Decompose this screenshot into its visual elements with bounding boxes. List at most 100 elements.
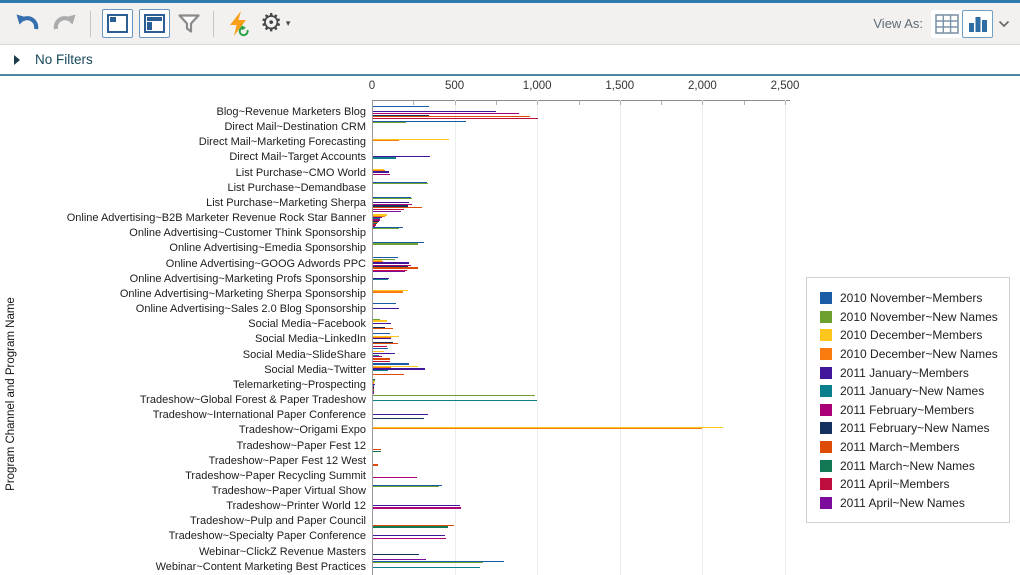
bar[interactable] — [373, 114, 430, 116]
legend-item[interactable]: 2010 November~New Names — [820, 308, 1005, 327]
bar[interactable] — [373, 535, 445, 537]
bar[interactable] — [373, 360, 390, 363]
bar[interactable] — [373, 350, 384, 352]
bar[interactable] — [373, 261, 383, 263]
legend-item[interactable]: 2010 November~Members — [820, 289, 1005, 308]
bar[interactable] — [373, 389, 374, 392]
bar[interactable] — [373, 525, 454, 527]
legend-item[interactable]: 2010 December~Members — [820, 326, 1005, 345]
bar[interactable] — [373, 267, 418, 269]
lightning-refresh-icon[interactable] — [226, 10, 252, 37]
bar[interactable] — [373, 326, 386, 328]
bar[interactable] — [373, 417, 425, 419]
bar[interactable] — [373, 209, 405, 211]
bar[interactable] — [373, 181, 427, 183]
bar[interactable] — [373, 259, 383, 261]
bar[interactable] — [373, 214, 388, 216]
bar[interactable] — [373, 115, 530, 117]
bar[interactable] — [373, 554, 420, 556]
bar[interactable] — [373, 122, 407, 124]
bar[interactable] — [373, 105, 430, 107]
bar[interactable] — [373, 355, 383, 357]
bar[interactable] — [373, 319, 381, 321]
undo-icon[interactable] — [14, 11, 42, 37]
bar[interactable] — [373, 383, 375, 385]
bar[interactable] — [373, 559, 426, 561]
bar[interactable] — [373, 381, 375, 383]
bar[interactable] — [373, 343, 398, 345]
legend-item[interactable]: 2011 February~Members — [820, 401, 1005, 420]
bar[interactable] — [373, 328, 393, 330]
bar[interactable] — [373, 291, 403, 293]
bar[interactable] — [373, 223, 378, 225]
bar[interactable] — [373, 168, 384, 171]
bar[interactable] — [373, 335, 400, 337]
bar[interactable] — [373, 369, 388, 371]
bar[interactable] — [373, 391, 374, 393]
bar[interactable] — [373, 157, 397, 159]
bar[interactable] — [373, 201, 410, 203]
bar[interactable] — [373, 382, 375, 384]
bar[interactable] — [373, 302, 397, 304]
bar[interactable] — [373, 278, 388, 280]
bar[interactable] — [373, 368, 426, 370]
bar[interactable] — [373, 367, 392, 369]
bar[interactable] — [373, 507, 462, 509]
bar[interactable] — [373, 170, 385, 172]
bar[interactable] — [373, 378, 376, 380]
bar[interactable] — [373, 262, 410, 264]
legend-item[interactable]: 2011 March~New Names — [820, 456, 1005, 475]
bar[interactable] — [373, 373, 404, 375]
bar[interactable] — [373, 526, 449, 528]
bar[interactable] — [373, 266, 408, 268]
bar[interactable] — [373, 450, 381, 452]
bar[interactable] — [373, 113, 520, 115]
bar[interactable] — [373, 243, 418, 245]
bar[interactable] — [373, 537, 446, 539]
bar[interactable] — [373, 182, 428, 184]
legend-item[interactable]: 2011 April~Members — [820, 475, 1005, 494]
bar[interactable] — [373, 171, 389, 173]
bar[interactable] — [373, 216, 383, 219]
bar[interactable] — [373, 210, 402, 212]
bar[interactable] — [373, 224, 377, 226]
bar[interactable] — [373, 400, 537, 402]
bar[interactable] — [373, 388, 374, 390]
bar[interactable] — [373, 271, 406, 273]
bar[interactable] — [373, 219, 380, 221]
bar[interactable] — [373, 336, 392, 339]
filters-expand-arrow-icon[interactable] — [14, 54, 20, 65]
bar[interactable] — [373, 365, 418, 368]
bar[interactable] — [373, 228, 400, 230]
redo-icon[interactable] — [50, 11, 78, 37]
bar[interactable] — [373, 363, 410, 365]
bar[interactable] — [373, 485, 440, 488]
bar[interactable] — [373, 387, 374, 389]
bar[interactable] — [373, 358, 391, 360]
bar[interactable] — [373, 215, 386, 217]
bar[interactable] — [373, 242, 425, 244]
bar[interactable] — [373, 118, 539, 120]
bar[interactable] — [373, 426, 724, 428]
bar[interactable] — [373, 258, 396, 260]
bar[interactable] — [373, 156, 430, 158]
bar[interactable] — [373, 173, 391, 176]
bar[interactable] — [373, 395, 535, 397]
bar[interactable] — [373, 484, 442, 486]
bar[interactable] — [373, 204, 412, 206]
bar[interactable] — [373, 413, 428, 416]
gear-icon[interactable]: ⚙ ▾ — [260, 9, 291, 37]
bar[interactable] — [373, 218, 381, 220]
bar[interactable] — [373, 220, 379, 222]
bar[interactable] — [373, 257, 398, 259]
bar-chart-view-button[interactable] — [962, 9, 993, 38]
bar[interactable] — [373, 386, 375, 388]
bar[interactable] — [373, 449, 382, 451]
bar[interactable] — [373, 561, 483, 563]
filters-bar[interactable]: No Filters — [0, 45, 1020, 76]
legend-item[interactable]: 2011 March~Members — [820, 438, 1005, 457]
bar[interactable] — [373, 477, 417, 479]
bar[interactable] — [373, 110, 497, 112]
bar[interactable] — [373, 226, 403, 229]
bar[interactable] — [373, 138, 449, 140]
